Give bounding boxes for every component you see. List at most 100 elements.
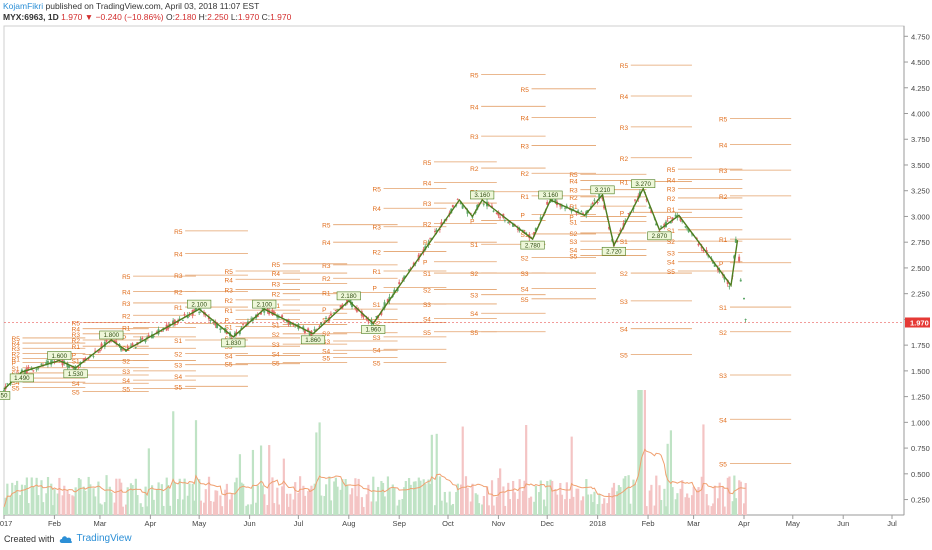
pivot-level-label: S2 <box>470 271 478 278</box>
pivot-level-label: R2 <box>12 351 21 358</box>
candle-body <box>144 340 147 342</box>
volume-bar <box>640 390 643 515</box>
x-tick-label: Apr <box>145 519 157 528</box>
candle-body <box>375 316 378 318</box>
volume-bar <box>525 425 528 515</box>
volume-bar <box>162 505 165 515</box>
candle-body <box>263 310 266 313</box>
candle-body <box>598 194 601 199</box>
volume-bar <box>89 484 92 515</box>
candle-body <box>401 279 404 281</box>
candle-body <box>325 317 328 319</box>
candle-body <box>276 315 279 318</box>
volume-bar <box>521 491 525 515</box>
volume-bar <box>572 496 575 515</box>
volume-bar <box>512 480 515 515</box>
candle-body <box>380 311 383 315</box>
volume-bar <box>71 495 74 515</box>
pivot-level-label: S3 <box>620 299 628 306</box>
volume-bar <box>370 501 373 515</box>
zigzag-price-box <box>601 246 626 256</box>
volume-bar <box>351 488 354 515</box>
volume-bar <box>276 487 279 515</box>
pivot-level-label: S2 <box>272 332 280 339</box>
volume-bar <box>593 491 596 515</box>
candle-body <box>624 220 627 223</box>
volume-bar <box>660 500 663 515</box>
candle-body <box>398 282 401 285</box>
volume-bar <box>214 490 217 515</box>
pivot-level-label: R5 <box>423 160 432 167</box>
candle-body <box>209 319 212 321</box>
candle-body <box>77 367 80 368</box>
candle-body <box>318 325 321 327</box>
volume-bar <box>424 483 427 515</box>
volume-bar <box>144 486 147 515</box>
x-tick-label: Nov <box>492 519 506 528</box>
tradingview-brand[interactable]: TradingView <box>76 533 132 544</box>
pivot-level-label: S4 <box>667 260 675 267</box>
volume-bar <box>173 482 176 515</box>
volume-bar <box>403 487 406 515</box>
volume-bar <box>386 476 390 515</box>
pivot-level-label: R2 <box>719 194 728 201</box>
pivot-level-label: R5 <box>12 336 21 343</box>
candle-body <box>219 328 222 330</box>
volume-bar <box>559 482 562 515</box>
candle-body <box>303 330 306 333</box>
volume-bar <box>518 479 521 515</box>
volume-bar <box>738 480 741 515</box>
close-label: C: <box>261 12 271 22</box>
candle-body <box>419 253 422 255</box>
volume-bar <box>285 493 289 515</box>
candle-body <box>72 367 75 369</box>
candle-body <box>147 335 150 338</box>
author-link[interactable]: KojamFikri <box>3 1 44 11</box>
pivot-level-label: S4 <box>322 348 330 355</box>
zigzag-price-label: 1.490 <box>14 375 30 382</box>
volume-bar <box>523 480 526 515</box>
candle-body <box>63 361 66 363</box>
zigzag-price-label: 3.270 <box>635 181 651 188</box>
pivot-level-label: R2 <box>322 276 331 283</box>
pivot-level-label: P <box>322 307 326 314</box>
candle-body <box>24 370 27 374</box>
volume-bar <box>739 481 742 515</box>
volume-bar <box>120 482 123 515</box>
volume-bar <box>611 487 614 515</box>
zigzag-price-box <box>99 330 124 340</box>
pivot-level-label: S5 <box>667 269 675 276</box>
pivot-level-label: S1 <box>470 242 478 249</box>
zigzag-price-label: 2.180 <box>341 293 357 300</box>
volume-bar <box>503 505 507 515</box>
volume-bar <box>723 506 726 515</box>
volume-bar <box>549 479 552 515</box>
candle-body <box>697 243 700 246</box>
candle-body <box>292 324 295 326</box>
volume-bar <box>100 504 103 515</box>
zigzag-price-box <box>187 299 212 309</box>
candle-body <box>35 369 38 370</box>
pivot-level-label: R1 <box>423 240 432 247</box>
candle-body <box>225 331 228 334</box>
zigzag-price-box <box>361 325 386 334</box>
volume-bar <box>191 483 194 515</box>
footer: Created with TradingView <box>4 533 132 544</box>
tradingview-cloud-icon <box>59 535 72 543</box>
volume-bar <box>263 494 266 515</box>
candle-body <box>716 268 719 271</box>
candle-body <box>152 335 155 338</box>
candle-body <box>89 354 92 356</box>
pivot-level-label: R5 <box>373 187 382 194</box>
volume-bar <box>702 424 705 515</box>
zigzag-price-label: 2.780 <box>525 242 541 249</box>
candle-body <box>482 203 485 205</box>
volume-bar <box>56 493 59 515</box>
volume-bar <box>596 504 599 515</box>
candle-body <box>198 312 201 313</box>
candle-body <box>734 239 737 243</box>
volume-bar <box>167 484 170 515</box>
pivot-level-label: R5 <box>225 269 234 276</box>
volume-bar <box>98 503 102 515</box>
